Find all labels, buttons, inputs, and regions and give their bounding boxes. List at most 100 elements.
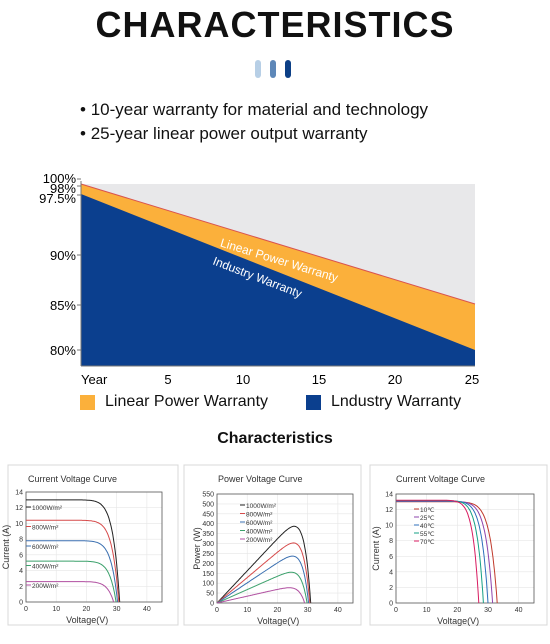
legend-swatch <box>80 394 95 410</box>
decoration-dot-2 <box>270 60 276 78</box>
characteristics-heading: Characteristics <box>217 430 333 447</box>
x-tick-label: 0 <box>24 606 28 613</box>
series-label: 800W/m² <box>32 525 59 532</box>
legend-industry-warranty: Lndustry Warranty <box>306 393 461 411</box>
y-tick-label: 12 <box>385 507 393 514</box>
plot-frame <box>395 493 535 604</box>
chart-title: Current Voltage Curve <box>28 474 117 484</box>
series-line <box>396 499 480 604</box>
y-tick-label: 0 <box>19 600 23 607</box>
warranty-bullets: • 10-year warranty for material and tech… <box>80 98 428 146</box>
y-tick-label: 10 <box>385 523 393 530</box>
bullet-text: 25-year linear power output warranty <box>90 124 368 143</box>
series-label: 40℃ <box>420 523 435 530</box>
y-tick-label: 80% <box>50 343 76 358</box>
series-label: 400W/m² <box>246 529 273 536</box>
y-tick-label: 8 <box>19 537 23 544</box>
x-tick-label: 10 <box>52 606 60 613</box>
linear-warranty-line <box>80 183 476 305</box>
y-tick-label: 200 <box>202 561 214 568</box>
series-line <box>216 571 308 604</box>
y-tick-label: 450 <box>202 511 214 518</box>
chart-card <box>183 464 362 626</box>
y-tick-label: 0 <box>389 601 393 608</box>
series-label: 10℃ <box>420 507 435 514</box>
y-tick-label: 2 <box>19 584 23 591</box>
y-tick-label: 100 <box>202 581 214 588</box>
x-tick-label: 25 <box>465 372 479 387</box>
decoration-dot-3 <box>285 60 291 78</box>
series-label: 200W/m² <box>246 537 273 544</box>
x-tick-label: 5 <box>164 372 171 387</box>
y-tick-label: 4 <box>19 568 23 575</box>
series-line <box>26 499 121 603</box>
y-tick-label: 100% <box>43 171 77 186</box>
y-tick-label: 8 <box>389 538 393 545</box>
y-tick-label: 150 <box>202 571 214 578</box>
x-tick-label: 20 <box>274 607 282 614</box>
series-label: 1000W/m² <box>32 505 63 512</box>
x-tick-label: 40 <box>334 607 342 614</box>
series-label: 1000W/m² <box>246 503 277 510</box>
bullet-text: 10-year warranty for material and techno… <box>90 100 429 119</box>
curve-chart-3: Current Voltage Curve 0 10 20 30 40 0 2 4 6 8 10 12 1… <box>369 464 548 626</box>
x-axis-label: Voltage(V) <box>66 615 108 625</box>
legend-label: Lndustry Warranty <box>331 393 462 410</box>
y-tick-label: 98% <box>50 181 76 196</box>
x-tick-label: 10 <box>236 372 250 387</box>
x-tick-label: 40 <box>515 607 523 614</box>
curve-chart-1: Current Voltage Curve 0 10 20 30 40 0 2 4 6 8 10 12 1… <box>1 464 179 626</box>
warranty-chart: 100% 98% 97.5% 90% 85% 80% Year 5 10 15 … <box>39 171 479 387</box>
series-line <box>216 542 311 604</box>
chart-title: Power Voltage Curve <box>218 474 303 484</box>
y-tick-label: 550 <box>202 492 214 499</box>
y-axis-label: Power (W) <box>192 527 202 570</box>
y-tick-label: 85% <box>50 298 76 313</box>
legend-swatch <box>306 394 321 410</box>
x-tick-label: 20 <box>388 372 402 387</box>
decoration-dot-1 <box>255 60 261 78</box>
y-tick-label: 14 <box>15 490 23 497</box>
x-tick-label: 10 <box>423 607 431 614</box>
series-line <box>26 581 115 603</box>
curve-chart-2: Power Voltage Curve 0 10 20 30 400 50 100 150 200… <box>183 464 362 626</box>
chart-title: Current Voltage Curve <box>396 474 485 484</box>
y-tick-label: 300 <box>202 541 214 548</box>
x-tick-label: 10 <box>243 607 251 614</box>
series-line <box>216 525 312 604</box>
y-tick-label: 4 <box>389 569 393 576</box>
series-line <box>26 560 117 603</box>
bullet-item: • 10-year warranty for material and tech… <box>80 100 429 119</box>
x-axis-label: Voltage(V) <box>437 616 479 626</box>
series-label: 200W/m² <box>32 583 59 590</box>
plot-frame <box>216 493 354 604</box>
x-tick-label: 0 <box>394 607 398 614</box>
x-tick-label: 20 <box>453 607 461 614</box>
y-tick-label: 6 <box>19 552 23 559</box>
x-tick-label: 30 <box>113 606 121 613</box>
y-tick-label: 97.5% <box>39 191 76 206</box>
series-label: 400W/m² <box>32 564 59 571</box>
x-tick-label: 40 <box>143 606 151 613</box>
series-label: 25℃ <box>420 515 435 522</box>
chart-card <box>369 464 548 626</box>
legend-label: Linear Power Warranty <box>105 393 269 410</box>
y-tick-label: 90% <box>50 248 76 263</box>
plot-frame <box>25 491 163 603</box>
series-label: 600W/m² <box>246 520 273 527</box>
y-tick-label: 350 <box>202 531 214 538</box>
y-tick-label: 0 <box>210 601 214 608</box>
x-tick-label: 30 <box>304 607 312 614</box>
series-line <box>26 540 119 603</box>
y-tick-label: 50 <box>206 591 214 598</box>
y-tick-label: 400 <box>202 521 214 528</box>
page-title: CHARACTERISTICS <box>95 4 455 45</box>
y-tick-label: 500 <box>202 501 214 508</box>
y-tick-label: 250 <box>202 551 214 558</box>
y-tick-label: 6 <box>389 554 393 561</box>
series-line <box>26 519 120 603</box>
series-label: 800W/m² <box>246 512 273 519</box>
y-tick-label: 14 <box>385 492 393 499</box>
y-tick-label: 12 <box>15 505 23 512</box>
